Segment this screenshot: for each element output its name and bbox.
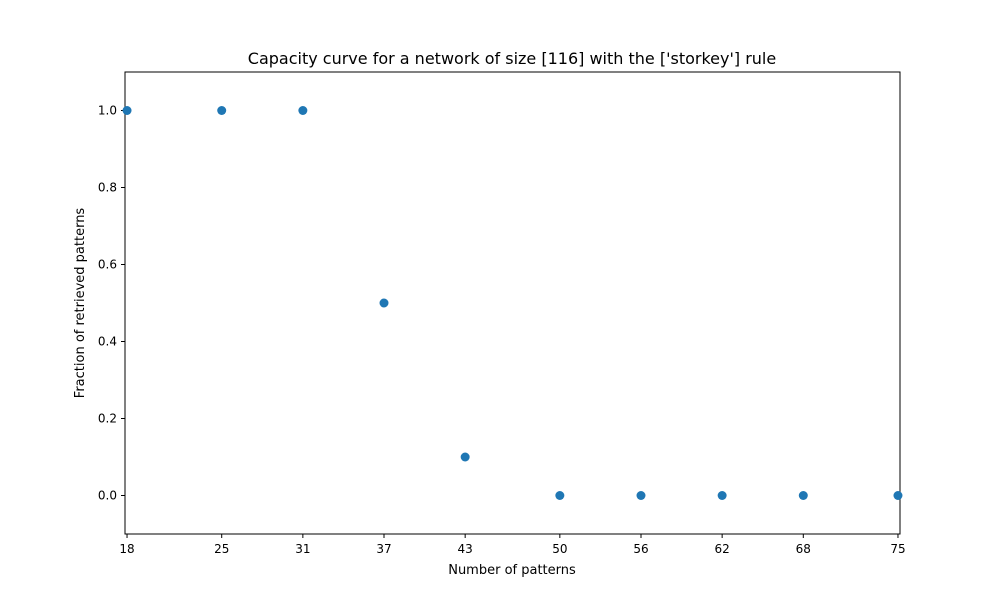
y-tick-label: 0.0 xyxy=(98,489,117,503)
axes-frame xyxy=(124,71,901,535)
y-axis-label: Fraction of retrieved patterns xyxy=(73,208,88,399)
x-tick-label: 37 xyxy=(376,542,391,556)
chart-title: Capacity curve for a network of size [11… xyxy=(248,49,776,68)
x-tick-label: 62 xyxy=(715,542,730,556)
x-axis-label: Number of patterns xyxy=(448,563,576,578)
data-point xyxy=(798,491,808,500)
data-point xyxy=(217,106,227,115)
data-point xyxy=(122,106,132,115)
plot-area: 18 25 31 37 43 50 56 62 68 75 0.0 0.2 0.4 0.6 0.8 1.0 xyxy=(98,71,906,556)
data-point xyxy=(460,452,470,462)
x-tick-label: 50 xyxy=(552,542,567,556)
x-tick-label: 75 xyxy=(890,542,905,556)
data-point xyxy=(636,491,646,500)
x-tick-label: 68 xyxy=(796,542,811,556)
y-tick-label: 1.0 xyxy=(98,104,117,118)
data-point xyxy=(555,491,565,500)
x-tick-label: 18 xyxy=(119,542,134,556)
x-tick-label: 31 xyxy=(295,542,310,556)
data-point xyxy=(298,106,308,115)
data-point xyxy=(379,298,389,308)
data-point xyxy=(717,491,727,500)
y-tick-label: 0.6 xyxy=(98,258,117,272)
x-tick-label: 56 xyxy=(633,542,648,556)
y-tick-label: 0.2 xyxy=(98,412,117,426)
y-tick-label: 0.8 xyxy=(98,181,117,195)
x-tick-label: 43 xyxy=(458,542,473,556)
data-point xyxy=(893,491,903,500)
y-tick-label: 0.4 xyxy=(98,335,117,349)
x-tick-label: 25 xyxy=(214,542,229,556)
